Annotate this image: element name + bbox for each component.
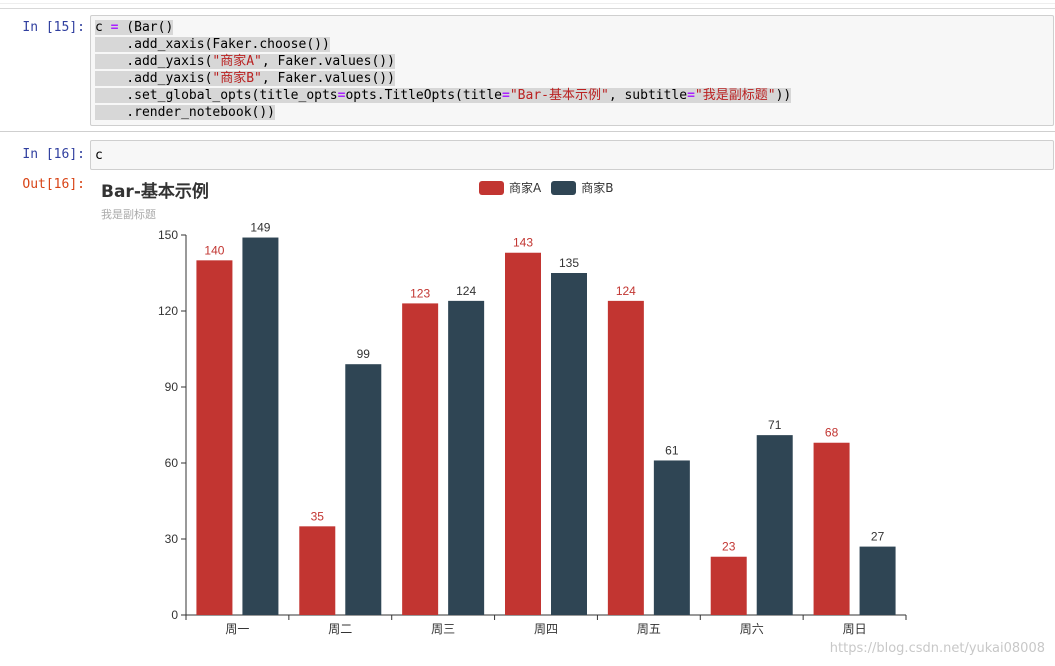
- data-label: 61: [665, 443, 679, 457]
- code-token: .add_xaxis(Faker.choose()): [95, 37, 330, 52]
- code-token: (Bar(): [118, 20, 174, 35]
- code-operator: =: [110, 20, 119, 35]
- x-tick-label: 周三: [431, 622, 455, 636]
- bar-series-a: [196, 260, 233, 615]
- code-line: .add_yaxis("商家B", Faker.values()): [95, 71, 395, 86]
- data-label: 27: [871, 530, 885, 544]
- bar-series-a: [402, 303, 439, 615]
- data-label: 143: [513, 236, 533, 250]
- x-tick-label: 周六: [740, 622, 764, 636]
- bar-series-b: [653, 460, 690, 615]
- data-label: 35: [311, 509, 325, 523]
- code-token: c: [95, 20, 111, 35]
- bar-series-a: [710, 556, 747, 615]
- data-label: 23: [722, 540, 736, 554]
- code-line: .add_yaxis("商家A", Faker.values()): [95, 54, 395, 69]
- data-label: 124: [616, 284, 636, 298]
- x-tick-label: 周一: [225, 622, 249, 636]
- legend-label-series-b: 商家B: [581, 181, 614, 195]
- code-string: "商家A": [212, 54, 262, 69]
- code-token: , Faker.values()): [261, 54, 395, 69]
- bar-series-a: [505, 252, 541, 615]
- x-tick-label: 周二: [328, 622, 352, 636]
- page-top-border: [0, 3, 1055, 4]
- code-string: "商家B": [212, 71, 262, 86]
- code-operator: =: [337, 88, 346, 103]
- data-label: 124: [456, 284, 476, 298]
- code-line: c = (Bar(): [95, 20, 174, 35]
- y-tick-label: 30: [165, 532, 179, 546]
- code-string: "Bar-基本示例": [509, 88, 609, 103]
- code-token: .add_yaxis(: [95, 54, 213, 69]
- data-label: 123: [410, 286, 430, 300]
- code-cell-16[interactable]: c: [90, 140, 1054, 170]
- legend-item-series-a[interactable]: 商家A: [479, 179, 541, 196]
- watermark: https://blog.csdn.net/yukai08008: [829, 641, 1045, 656]
- bar-series-a: [299, 526, 336, 615]
- code-token: , subtitle: [608, 88, 688, 103]
- y-tick-label: 60: [165, 456, 179, 470]
- bar-series-b: [448, 300, 485, 615]
- chart-subtitle: 我是副标题: [101, 208, 156, 221]
- legend-swatch-series-b: [551, 180, 577, 195]
- code-token: .render_notebook()): [95, 105, 276, 120]
- legend-item-series-b[interactable]: 商家B: [551, 179, 613, 196]
- bar-series-a: [813, 442, 850, 615]
- code-line: .render_notebook()): [95, 105, 276, 120]
- code-token: opts.TitleOpts(title: [345, 88, 503, 103]
- data-label: 68: [825, 426, 839, 440]
- page-top-rule: [0, 8, 1055, 9]
- code-string: "我是副标题": [694, 88, 776, 103]
- x-tick-label: 周日: [843, 622, 867, 636]
- y-tick-label: 0: [171, 608, 178, 622]
- code-token: .set_global_opts(title_opts: [95, 88, 338, 103]
- cell-separator: [0, 131, 1055, 132]
- code-token: )): [775, 88, 792, 103]
- code-editor-15[interactable]: c = (Bar() .add_xaxis(Faker.choose()) .a…: [95, 19, 1049, 121]
- output-prompt-16: Out[16]:: [22, 177, 85, 192]
- y-tick-label: 120: [158, 304, 178, 318]
- bar-series-b: [551, 273, 587, 615]
- code-editor-16[interactable]: c: [95, 148, 103, 163]
- data-label: 71: [768, 418, 782, 432]
- x-tick-label: 周四: [534, 622, 558, 636]
- code-token: .add_yaxis(: [95, 71, 213, 86]
- chart-legend: 商家A 商家B: [479, 179, 623, 196]
- code-line: .add_xaxis(Faker.choose()): [95, 37, 330, 52]
- code-operator: =: [687, 88, 695, 103]
- input-prompt-15: In [15]:: [22, 20, 85, 35]
- y-tick-label: 150: [158, 228, 178, 242]
- code-cell-15[interactable]: c = (Bar() .add_xaxis(Faker.choose()) .a…: [90, 15, 1054, 126]
- code-line: .set_global_opts(title_opts=opts.TitleOp…: [95, 88, 792, 103]
- data-label: 149: [250, 221, 270, 235]
- bar-series-b: [859, 546, 896, 615]
- bar-series-a: [607, 300, 644, 615]
- code-token: , Faker.values()): [261, 71, 395, 86]
- code-operator: =: [502, 88, 510, 103]
- chart-title: Bar-基本示例: [101, 182, 209, 202]
- bar-series-b: [345, 364, 382, 615]
- x-tick-label: 周五: [637, 622, 661, 636]
- legend-label-series-a: 商家A: [509, 181, 542, 195]
- data-label: 140: [204, 243, 224, 257]
- legend-swatch-series-a: [479, 180, 504, 195]
- input-prompt-16: In [16]:: [22, 147, 85, 162]
- bar-series-b: [242, 237, 279, 616]
- data-label: 99: [357, 347, 371, 361]
- y-tick-label: 90: [165, 380, 179, 394]
- data-label: 135: [559, 256, 579, 270]
- bar-series-b: [756, 435, 793, 615]
